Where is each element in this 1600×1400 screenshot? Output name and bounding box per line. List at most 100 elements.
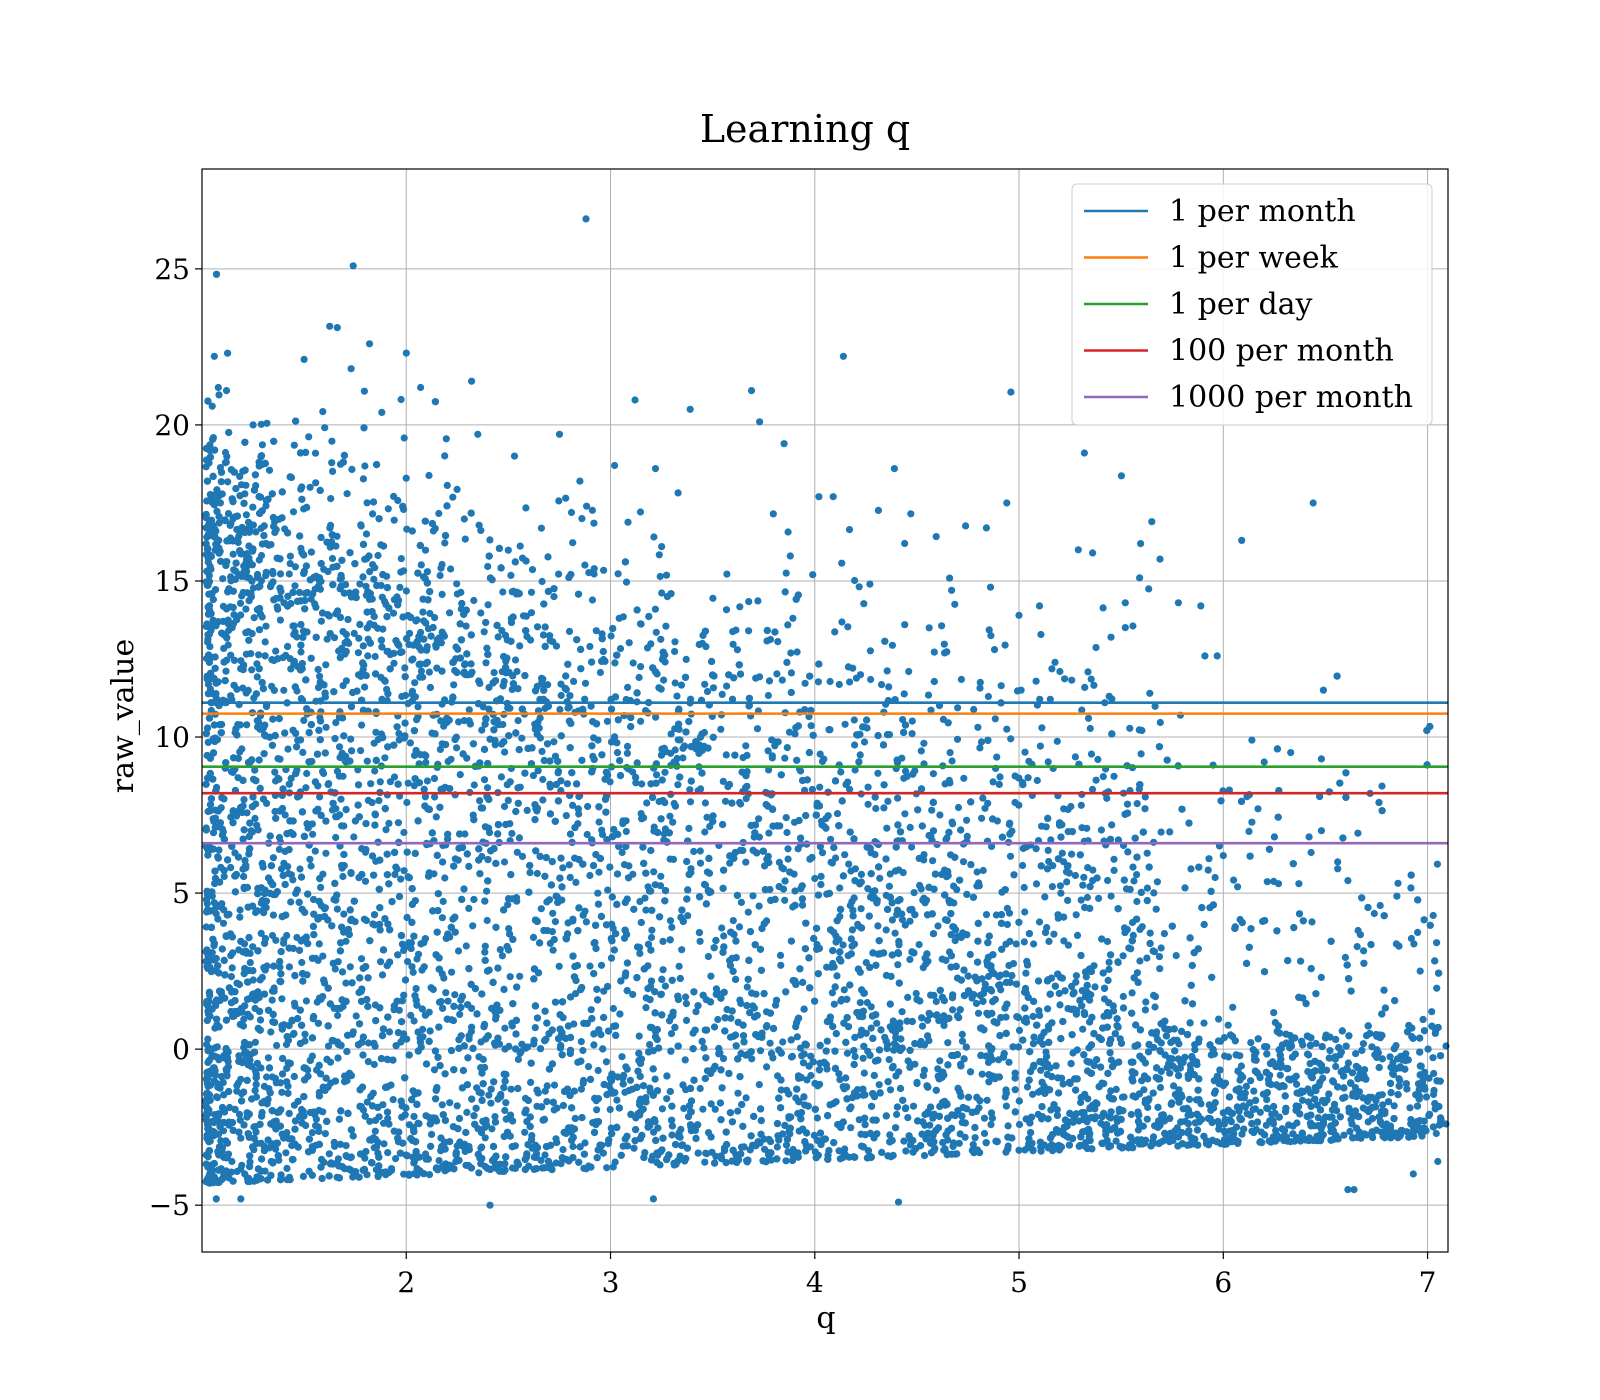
scatter-point xyxy=(538,747,546,756)
scatter-point xyxy=(577,1085,586,1093)
scatter-point xyxy=(893,1110,901,1119)
scatter-point xyxy=(227,1168,236,1176)
scatter-point xyxy=(603,717,612,725)
scatter-point xyxy=(704,952,713,961)
scatter-point xyxy=(485,1091,493,1099)
scatter-point xyxy=(447,565,455,573)
scatter-point xyxy=(737,999,745,1008)
scatter-point xyxy=(543,1098,551,1106)
scatter-point xyxy=(235,1052,243,1060)
scatter-point xyxy=(1256,1138,1264,1146)
scatter-point xyxy=(980,1129,989,1138)
scatter-point xyxy=(727,1014,735,1022)
scatter-point xyxy=(502,1099,510,1107)
scatter-point xyxy=(1063,878,1071,886)
scatter-point xyxy=(364,1039,372,1047)
scatter-point xyxy=(453,744,461,752)
scatter-point xyxy=(1245,827,1253,836)
scatter-point xyxy=(523,806,531,815)
scatter-point xyxy=(1140,1086,1148,1094)
scatter-point xyxy=(275,833,284,842)
scatter-point xyxy=(229,949,237,957)
scatter-point xyxy=(549,946,557,954)
scatter-point xyxy=(1378,782,1386,790)
scatter-point xyxy=(659,937,667,946)
scatter-point xyxy=(579,1046,587,1055)
scatter-point xyxy=(836,884,844,892)
scatter-point xyxy=(1286,1138,1294,1146)
scatter-point xyxy=(275,845,283,854)
scatter-point xyxy=(586,642,594,651)
scatter-point xyxy=(371,1127,379,1135)
scatter-point xyxy=(900,1137,908,1145)
scatter-point xyxy=(1250,1087,1258,1095)
scatter-point xyxy=(966,950,974,959)
scatter-point xyxy=(334,1011,342,1020)
scatter-point xyxy=(1015,1120,1024,1129)
scatter-point xyxy=(886,1131,894,1139)
scatter-point xyxy=(404,779,412,787)
scatter-point xyxy=(240,1015,248,1023)
scatter-point xyxy=(1368,1043,1376,1051)
scatter-point xyxy=(398,692,406,701)
scatter-point xyxy=(594,1066,602,1075)
scatter-point xyxy=(1119,992,1127,1001)
scatter-point xyxy=(214,1083,222,1091)
scatter-point xyxy=(583,830,591,839)
scatter-point xyxy=(284,745,292,753)
scatter-point xyxy=(400,991,408,999)
scatter-point xyxy=(707,972,715,980)
scatter-point xyxy=(219,575,227,583)
scatter-point xyxy=(448,968,456,976)
scatter-point xyxy=(1407,934,1415,943)
scatter-point xyxy=(1346,1127,1354,1136)
scatter-point xyxy=(904,993,912,1002)
scatter-point xyxy=(910,889,918,897)
scatter-point xyxy=(1354,829,1362,837)
scatter-point xyxy=(1429,911,1437,920)
scatter-point xyxy=(803,1076,811,1084)
scatter-point xyxy=(1047,1106,1055,1114)
scatter-point xyxy=(276,963,284,971)
scatter-point xyxy=(799,1059,808,1067)
scatter-point xyxy=(209,829,218,837)
scatter-point xyxy=(438,560,446,569)
scatter-point xyxy=(856,999,864,1007)
scatter-point xyxy=(652,628,660,636)
scatter-point xyxy=(425,1171,434,1179)
scatter-point xyxy=(251,766,259,774)
scatter-point xyxy=(220,872,228,881)
scatter-point xyxy=(1263,878,1271,886)
scatter-point xyxy=(1002,1102,1011,1110)
scatter-point xyxy=(1166,828,1174,836)
scatter-point xyxy=(436,571,444,580)
scatter-point xyxy=(646,1041,654,1049)
scatter-point xyxy=(1079,881,1087,889)
scatter-point xyxy=(785,728,794,736)
scatter-point xyxy=(642,906,650,914)
scatter-point xyxy=(414,703,422,711)
scatter-point xyxy=(496,946,504,954)
scatter-point xyxy=(814,678,823,686)
scatter-point xyxy=(673,754,681,763)
scatter-point xyxy=(550,593,558,601)
scatter-point xyxy=(513,848,521,856)
scatter-point xyxy=(894,961,902,969)
scatter-point xyxy=(1029,1090,1037,1098)
scatter-point xyxy=(1263,1096,1271,1104)
scatter-point xyxy=(404,958,412,966)
scatter-point xyxy=(562,812,570,820)
scatter-point xyxy=(311,847,319,855)
scatter-point xyxy=(833,972,841,980)
scatter-point xyxy=(483,887,491,895)
scatter-point xyxy=(1303,1050,1312,1058)
scatter-point xyxy=(703,1067,712,1075)
scatter-point xyxy=(974,1009,983,1017)
scatter-point xyxy=(586,962,594,970)
scatter-point xyxy=(1210,1089,1219,1097)
scatter-point xyxy=(755,1081,763,1089)
scatter-point xyxy=(273,1041,281,1050)
scatter-point xyxy=(309,830,317,838)
scatter-point xyxy=(971,1134,979,1142)
scatter-point xyxy=(272,647,280,655)
